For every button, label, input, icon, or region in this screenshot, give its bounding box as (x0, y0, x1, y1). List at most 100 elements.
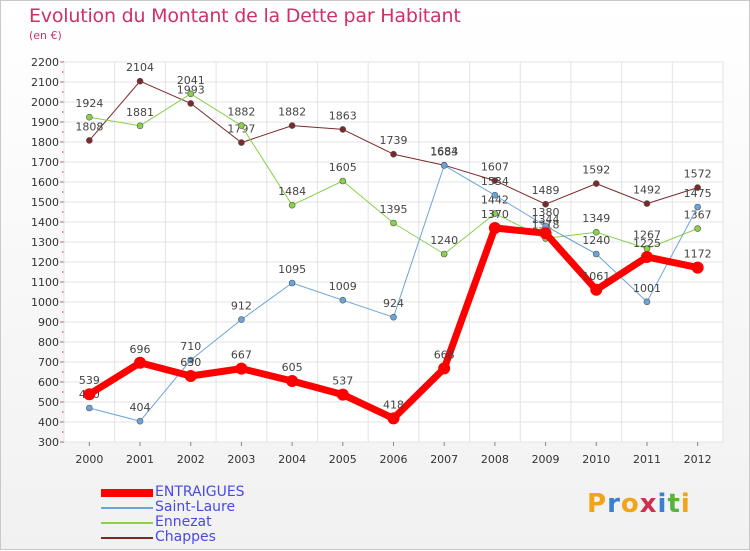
legend-swatch (101, 537, 153, 539)
legend-label: Chappes (155, 529, 216, 545)
data-label: 539 (79, 374, 100, 387)
data-label: 1225 (633, 237, 661, 250)
data-label: 1684 (430, 145, 458, 158)
data-point (390, 150, 397, 158)
data-point (134, 356, 147, 369)
data-label: 1172 (684, 248, 712, 261)
data-label: 1240 (430, 234, 458, 247)
data-label: 1001 (633, 282, 661, 295)
data-point (491, 177, 499, 184)
data-label: 696 (130, 343, 151, 356)
y-tick-label: 1100 (31, 276, 59, 289)
data-point (592, 180, 600, 187)
legend-label: Saint-Laure (155, 499, 236, 515)
data-point (286, 375, 299, 387)
x-tick-label: 2010 (582, 453, 610, 466)
proxiti-logo: Proxiti (587, 489, 691, 519)
x-tick-label: 2005 (329, 453, 357, 466)
data-point (491, 191, 499, 199)
data-label: 710 (180, 340, 201, 353)
data-label: 1484 (278, 185, 306, 198)
data-label: 1683 (430, 145, 458, 158)
data-point (390, 313, 397, 321)
data-point (339, 296, 347, 304)
data-label: 1993 (177, 83, 205, 96)
y-tick-label: 1900 (31, 116, 59, 129)
y-tick-label: 500 (38, 396, 59, 409)
data-point (83, 388, 96, 401)
data-point (694, 203, 701, 211)
data-label: 1924 (75, 97, 103, 110)
y-tick-label: 1500 (31, 196, 59, 209)
y-tick-label: 2000 (31, 96, 59, 109)
x-tick-label: 2008 (481, 453, 509, 466)
data-point (235, 362, 248, 375)
data-point (390, 219, 397, 227)
legend-swatch (101, 507, 153, 509)
data-label: 1882 (227, 106, 255, 119)
data-point (136, 417, 144, 425)
data-label: 1344 (532, 213, 560, 226)
data-point (187, 90, 195, 98)
data-label: 1367 (684, 209, 712, 222)
x-tick-label: 2004 (278, 453, 306, 466)
legend-swatch (101, 489, 153, 497)
data-point (86, 404, 93, 412)
data-point (339, 177, 347, 185)
data-point (288, 122, 296, 129)
y-tick-label: 1600 (31, 176, 59, 189)
chart-subtitle: (en €) (29, 29, 62, 42)
data-point (643, 298, 651, 306)
data-label: 1061 (582, 270, 610, 283)
data-label: 1881 (126, 106, 154, 119)
data-label: 1607 (481, 161, 509, 174)
data-point (238, 122, 245, 129)
legend-swatch (101, 522, 153, 524)
data-label: 1475 (684, 187, 712, 200)
logo-letter: r (607, 489, 621, 519)
data-point (238, 139, 245, 146)
y-tick-label: 300 (38, 436, 59, 449)
data-label: 404 (130, 401, 151, 414)
data-point (238, 316, 245, 323)
data-label: 1267 (633, 229, 661, 242)
data-label: 1605 (329, 161, 357, 174)
data-label: 1442 (481, 194, 509, 207)
data-point (187, 356, 195, 364)
data-label: 1739 (380, 134, 408, 147)
legend-label: ENTRAIGUES (155, 484, 245, 500)
data-point (440, 162, 448, 169)
data-point (640, 251, 653, 263)
data-point (339, 126, 347, 133)
x-tick-label: 2012 (684, 453, 712, 466)
y-tick-label: 700 (38, 356, 59, 369)
x-tick-label: 2007 (430, 453, 458, 466)
data-label: 2041 (177, 74, 205, 87)
logo-letter: o (620, 489, 640, 519)
data-label: 912 (231, 300, 252, 313)
data-point (438, 362, 451, 375)
data-label: 1349 (582, 212, 610, 225)
data-label: 1808 (75, 120, 103, 133)
data-label: 1240 (582, 234, 610, 247)
data-label: 667 (231, 349, 252, 362)
data-label: 1380 (532, 206, 560, 219)
data-point (694, 225, 701, 232)
data-point (288, 201, 296, 209)
data-point (488, 222, 501, 234)
data-label: 1572 (684, 168, 712, 181)
data-label: 1370 (481, 208, 509, 221)
data-label: 1395 (380, 203, 408, 216)
logo-letter: i (657, 489, 668, 519)
data-label: 1009 (329, 280, 357, 293)
x-tick-label: 2002 (177, 453, 205, 466)
data-point (643, 200, 651, 207)
data-point (539, 227, 552, 240)
data-point (542, 200, 549, 208)
data-label: 630 (180, 356, 201, 369)
x-tick-label: 2003 (227, 453, 255, 466)
y-tick-label: 1800 (31, 136, 59, 149)
logo-letter: P (587, 489, 608, 519)
